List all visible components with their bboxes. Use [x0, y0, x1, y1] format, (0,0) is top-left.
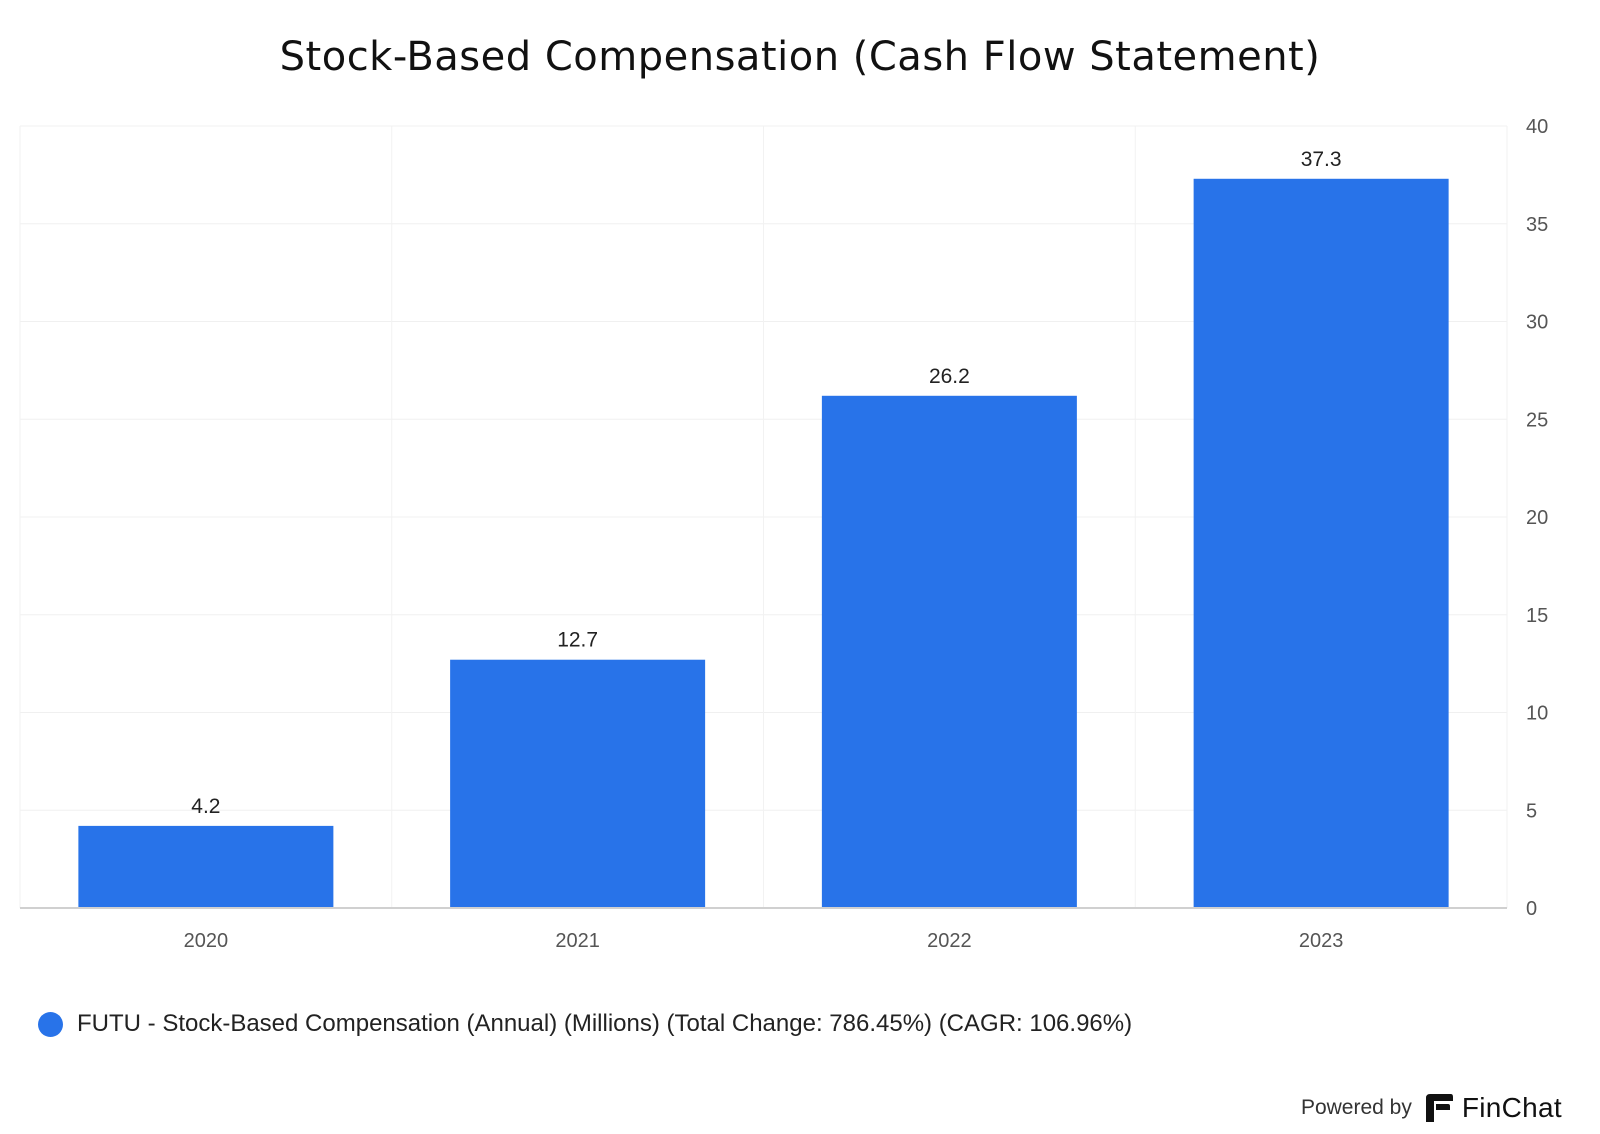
bar — [1193, 178, 1449, 908]
y-tick-label: 10 — [1526, 703, 1548, 725]
gridlines — [19, 125, 1508, 908]
bar-chart: 4.2 12.7 26.2 37.3 0 5 10 15 20 25 30 35 40 2020 2021… — [19, 116, 1548, 952]
y-tick-label: 35 — [1526, 214, 1548, 236]
legend[interactable]: FUTU - Stock-Based Compensation (Annual)… — [38, 1010, 1132, 1038]
data-label: 4.2 — [191, 795, 220, 818]
finchat-brand: FinChat — [1461, 1092, 1562, 1123]
data-label: 26.2 — [929, 365, 970, 388]
y-tick-label: 15 — [1526, 605, 1548, 627]
data-label: 37.3 — [1301, 148, 1342, 171]
x-tick-label: 2022 — [927, 930, 972, 952]
y-tick-label: 30 — [1526, 312, 1548, 334]
y-tick-label: 40 — [1526, 116, 1548, 138]
chart-title: Stock-Based Compensation (Cash Flow Stat… — [279, 34, 1321, 80]
data-labels: 4.2 12.7 26.2 37.3 — [191, 148, 1341, 818]
legend-marker — [38, 1011, 63, 1037]
legend-label: FUTU - Stock-Based Compensation (Annual)… — [77, 1010, 1133, 1037]
x-tick-label: 2021 — [555, 930, 600, 952]
powered-by-label: Powered by — [1300, 1096, 1412, 1119]
x-tick-label: 2020 — [184, 930, 229, 952]
y-tick-label: 5 — [1526, 800, 1537, 822]
y-tick-label: 0 — [1526, 898, 1537, 920]
bars — [78, 178, 1449, 908]
finchat-logo-icon — [1425, 1094, 1453, 1122]
bar — [450, 659, 706, 908]
axes: 0 5 10 15 20 25 30 35 40 2020 2021 2022 2023 — [20, 116, 1548, 952]
powered-by-footer[interactable]: Powered by FinChat — [1301, 1092, 1562, 1124]
y-tick-label: 25 — [1526, 409, 1548, 431]
bar — [78, 825, 334, 908]
bar — [821, 395, 1077, 908]
x-tick-label: 2023 — [1299, 930, 1344, 952]
y-tick-label: 20 — [1526, 507, 1548, 529]
data-label: 12.7 — [557, 629, 598, 652]
